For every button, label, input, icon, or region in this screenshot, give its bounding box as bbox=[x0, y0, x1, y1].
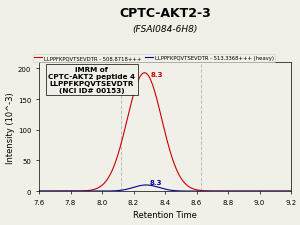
Y-axis label: Intensity (10^-3): Intensity (10^-3) bbox=[6, 91, 15, 163]
Text: iMRM of
CPTC-AKT2 peptide 4
LLPPFKPQVTSEVDTR
(NCI ID# 00153): iMRM of CPTC-AKT2 peptide 4 LLPPFKPQVTSE… bbox=[48, 67, 135, 94]
Text: (FSAI084-6H8): (FSAI084-6H8) bbox=[132, 25, 198, 34]
Text: 8.3: 8.3 bbox=[151, 72, 163, 77]
X-axis label: Retention Time: Retention Time bbox=[133, 210, 197, 219]
Text: 8.3: 8.3 bbox=[150, 180, 163, 186]
Legend: LLPPFKPQVTSEVDTR - 508.8718+++, LLPPFKPQVTSEVDTR - 513.3368+++ (heavy): LLPPFKPQVTSEVDTR - 508.8718+++, LLPPFKPQ… bbox=[33, 54, 275, 63]
Text: CPTC-AKT2-3: CPTC-AKT2-3 bbox=[119, 7, 211, 20]
